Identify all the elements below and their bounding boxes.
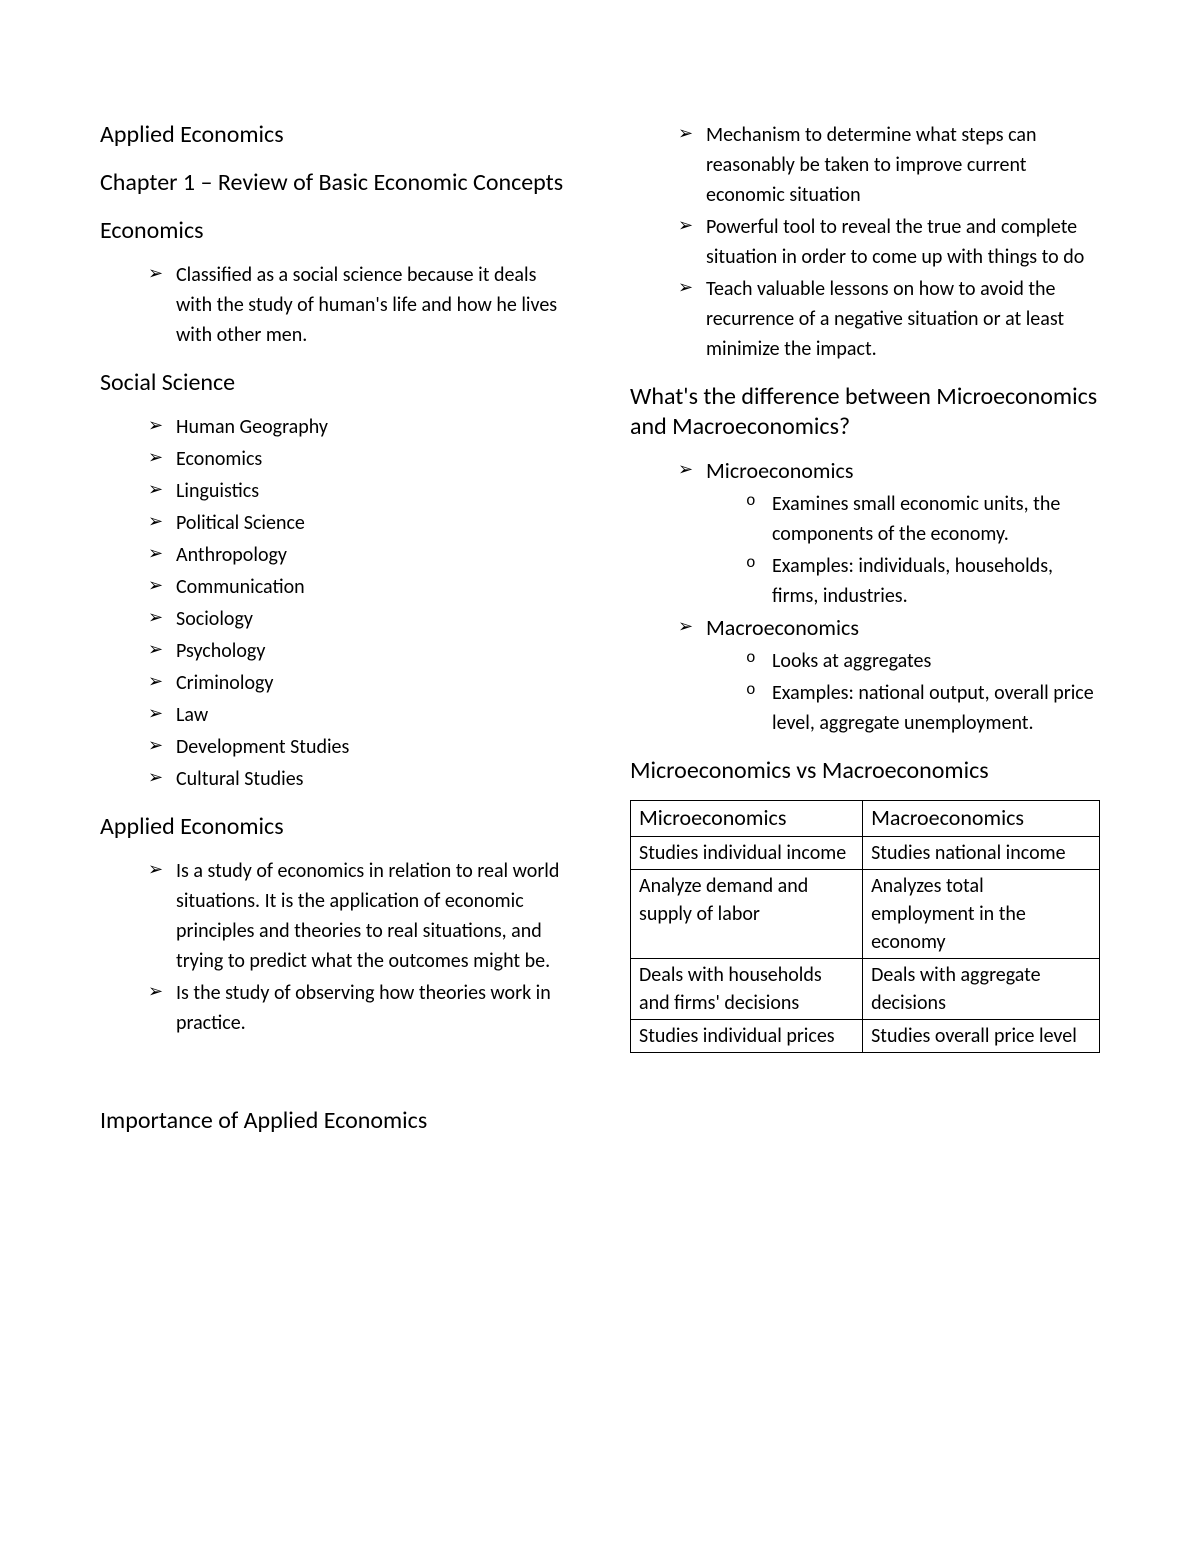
table-row: Studies individual prices Studies overal… — [631, 1019, 1100, 1052]
table-cell: Deals with aggregate decisions — [863, 958, 1100, 1019]
micro-sublist: Examines small economic units, the compo… — [706, 489, 1100, 611]
list-item: Examples: individuals, households, firms… — [746, 551, 1100, 611]
table-row: Deals with households and firms' decisio… — [631, 958, 1100, 1019]
list-item: Powerful tool to reveal the true and com… — [678, 212, 1100, 272]
comparison-table: Microeconomics Macroeconomics Studies in… — [630, 800, 1100, 1053]
table-row: Studies individual income Studies nation… — [631, 836, 1100, 869]
list-item: Communication — [148, 572, 570, 602]
table-header-macro: Macroeconomics — [863, 801, 1100, 837]
list-item: Linguistics — [148, 476, 570, 506]
table-cell: Analyzes total employment in the economy — [863, 869, 1100, 958]
section-heading-difference: What's the difference between Microecono… — [630, 382, 1100, 442]
list-item: Is the study of observing how theories w… — [148, 978, 570, 1038]
table-cell: Studies individual income — [631, 836, 863, 869]
table-cell: Studies national income — [863, 836, 1100, 869]
table-header-micro: Microeconomics — [631, 801, 863, 837]
list-item: Examples: national output, overall price… — [746, 678, 1100, 738]
list-item: Anthropology — [148, 540, 570, 570]
macro-label: Macroeconomics — [706, 614, 859, 641]
table-header-row: Microeconomics Macroeconomics — [631, 801, 1100, 837]
list-item: Teach valuable lessons on how to avoid t… — [678, 274, 1100, 364]
list-item: Political Science — [148, 508, 570, 538]
right-column: Mechanism to determine what steps can re… — [630, 120, 1100, 1150]
list-item: Sociology — [148, 604, 570, 634]
importance-list: Mechanism to determine what steps can re… — [630, 120, 1100, 364]
micro-section: Microeconomics Examines small economic u… — [678, 456, 1100, 611]
left-column: Applied Economics Chapter 1 – Review of … — [100, 120, 570, 1150]
section-heading-table: Microeconomics vs Macroeconomics — [630, 756, 1100, 786]
list-item: Mechanism to determine what steps can re… — [678, 120, 1100, 210]
applied-economics-list: Is a study of economics in relation to r… — [100, 856, 570, 1038]
list-item: Looks at aggregates — [746, 646, 1100, 676]
section-heading-applied-economics: Applied Economics — [100, 812, 570, 842]
list-item: Psychology — [148, 636, 570, 666]
list-item: Cultural Studies — [148, 764, 570, 794]
economics-list: Classified as a social science because i… — [100, 260, 570, 350]
chapter-title: Chapter 1 – Review of Basic Economic Con… — [100, 168, 570, 198]
social-science-list: Human Geography Economics Linguistics Po… — [100, 412, 570, 794]
table-cell: Analyze demand and supply of labor — [631, 869, 863, 958]
table-cell: Studies overall price level — [863, 1019, 1100, 1052]
list-item: Development Studies — [148, 732, 570, 762]
list-item: Criminology — [148, 668, 570, 698]
macro-sublist: Looks at aggregates Examples: national o… — [706, 646, 1100, 738]
list-item: Human Geography — [148, 412, 570, 442]
difference-list: Microeconomics Examines small economic u… — [630, 456, 1100, 738]
list-item: Is a study of economics in relation to r… — [148, 856, 570, 976]
table-row: Analyze demand and supply of labor Analy… — [631, 869, 1100, 958]
section-heading-economics: Economics — [100, 216, 570, 246]
list-item: Economics — [148, 444, 570, 474]
page: Applied Economics Chapter 1 – Review of … — [100, 120, 1100, 1150]
table-cell: Deals with households and firms' decisio… — [631, 958, 863, 1019]
spacer — [100, 1056, 570, 1096]
section-heading-social-science: Social Science — [100, 368, 570, 398]
table-cell: Studies individual prices — [631, 1019, 863, 1052]
micro-label: Microeconomics — [706, 457, 853, 484]
doc-title: Applied Economics — [100, 120, 570, 150]
section-heading-importance: Importance of Applied Economics — [100, 1106, 570, 1136]
list-item: Law — [148, 700, 570, 730]
macro-section: Macroeconomics Looks at aggregates Examp… — [678, 613, 1100, 738]
list-item: Classified as a social science because i… — [148, 260, 570, 350]
list-item: Examines small economic units, the compo… — [746, 489, 1100, 549]
